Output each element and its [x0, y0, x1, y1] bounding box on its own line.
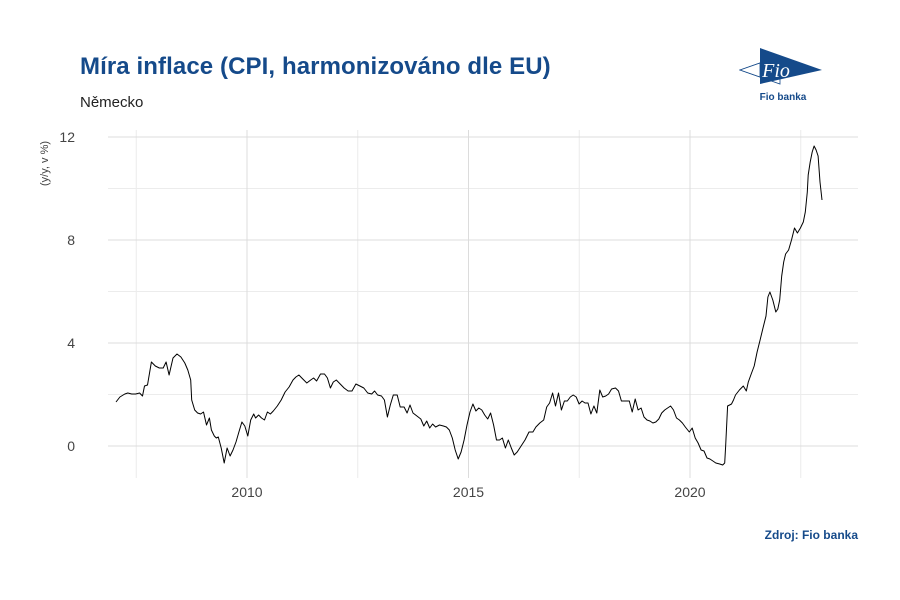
x-tick-label: 2015 [453, 484, 484, 500]
y-tick-label: 8 [67, 232, 75, 248]
logo-mark: Fio [761, 60, 790, 82]
y-axis-ticks: 0 4 8 12 [59, 129, 75, 454]
chart-subtitle: Německo [80, 94, 144, 111]
y-tick-label: 4 [67, 335, 75, 351]
chart-title: Míra inflace (CPI, harmonizováno dle EU) [80, 53, 551, 80]
fio-logo-icon: Fio [738, 48, 822, 85]
inflation-line [115, 145, 823, 466]
x-tick-label: 2020 [674, 484, 705, 500]
logo-text: Fio banka [759, 92, 807, 103]
y-tick-label: 0 [67, 438, 75, 454]
x-tick-label: 2010 [231, 484, 262, 500]
x-axis-ticks: 2010 2015 2020 [231, 484, 705, 500]
gridlines [108, 130, 858, 478]
y-tick-label: 12 [59, 129, 75, 145]
source-note: Zdroj: Fio banka [764, 528, 858, 542]
